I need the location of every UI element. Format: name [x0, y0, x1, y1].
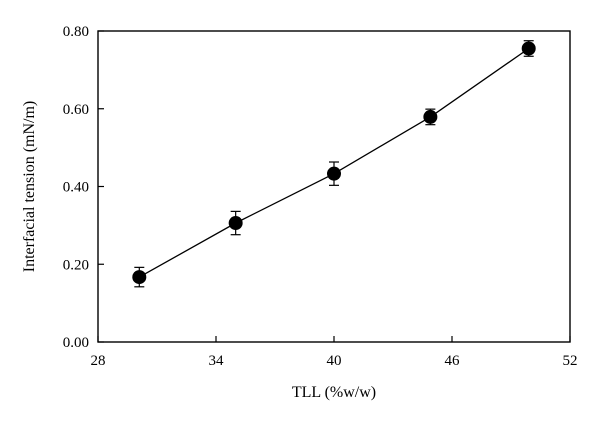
- y-axis-title: Interfacial tension (mN/m): [21, 101, 38, 273]
- plot-area: [97, 30, 571, 343]
- data-point: [423, 109, 438, 124]
- data-point: [132, 270, 147, 285]
- x-tick-label: 34: [209, 353, 225, 369]
- data-point: [521, 41, 536, 56]
- x-tick-label: 46: [445, 353, 461, 369]
- series-layer: [132, 40, 536, 288]
- y-tick-label: 0.80: [63, 24, 89, 40]
- x-tick-label: 40: [327, 353, 342, 369]
- y-tick-label: 0.40: [63, 180, 89, 196]
- x-tick-label: 52: [563, 353, 578, 369]
- data-point: [228, 216, 243, 231]
- x-axis-ticks: 28 34 40 46 52: [91, 336, 578, 369]
- y-tick-label: 0.20: [63, 257, 89, 273]
- y-tick-label: 0.60: [63, 102, 89, 118]
- plot-frame: [97, 30, 571, 343]
- y-tick-label: 0.00: [63, 335, 89, 351]
- data-point: [327, 166, 341, 181]
- x-tick-label: 28: [91, 353, 106, 369]
- x-axis-title: TLL (%w/w): [292, 384, 376, 401]
- y-axis-ticks: 0.00 0.20 0.40 0.60 0.80: [63, 24, 104, 351]
